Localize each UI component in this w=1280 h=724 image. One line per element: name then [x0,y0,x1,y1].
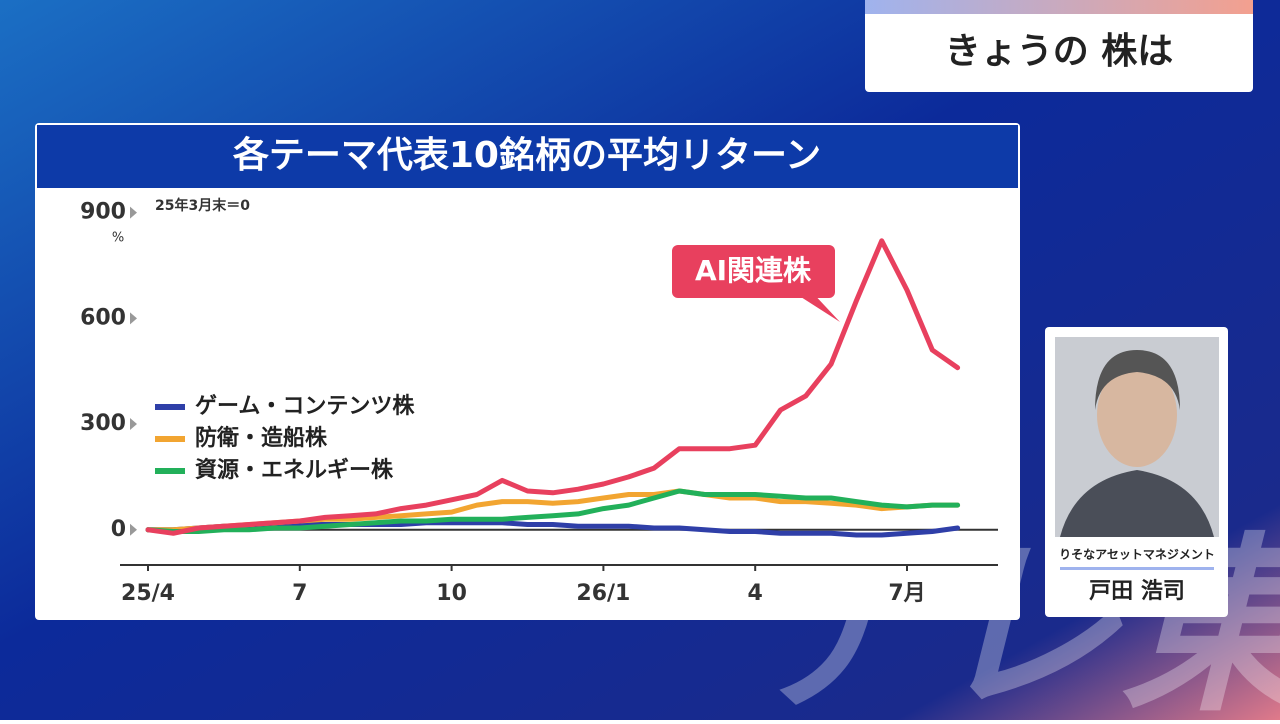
guest-card: りそなアセットマネジメント 戸田 浩司 [1045,327,1228,617]
header-box [865,0,1253,92]
x-tick-label: 4 [748,581,763,606]
y-tick-mark [130,312,137,325]
x-tick-label: 26/1 [576,581,630,606]
y-tick-label: 0 [111,517,126,542]
chart-note: 25年3月末＝0 [155,197,250,214]
guest-hair [1095,350,1180,410]
guest-name: 戸田 浩司 [1089,579,1185,604]
x-tick-label: 7月 [888,581,925,606]
y-tick-label: 300 [80,411,126,436]
legend-label: 資源・エネルギー株 [195,457,394,483]
y-unit: % [112,231,124,246]
callout-box [672,245,835,298]
y-tick-mark [130,206,137,219]
y-tick-mark [130,418,137,431]
header-title: きょうの 株は [945,31,1174,72]
guest-suit [1060,470,1214,537]
chart-title: 各テーマ代表10銘柄の平均リターン [233,135,821,176]
guest-company: りそなアセットマネジメント [1059,548,1215,562]
series-line [145,488,961,534]
legend-label: 防衛・造船株 [195,425,328,451]
y-tick-label: 900 [80,200,126,225]
guest-face [1097,363,1177,467]
chart-card: 各テーマ代表10銘柄の平均リターン 25年3月末＝0 % 0 300 600 900 2… [35,123,1020,620]
x-tick-label: 25/4 [121,581,175,606]
callout-label: AI関連株 [695,254,812,287]
card-header [37,125,1018,188]
legend-label: ゲーム・コンテンツ株 [195,394,415,419]
series-line [145,238,961,536]
header-strip [865,0,1253,14]
x-tick-label: 7 [292,581,307,606]
y-tick-label: 600 [80,305,126,330]
y-tick-mark [130,523,137,536]
x-tick-label: 10 [436,581,467,606]
guest-rule [1060,567,1214,570]
